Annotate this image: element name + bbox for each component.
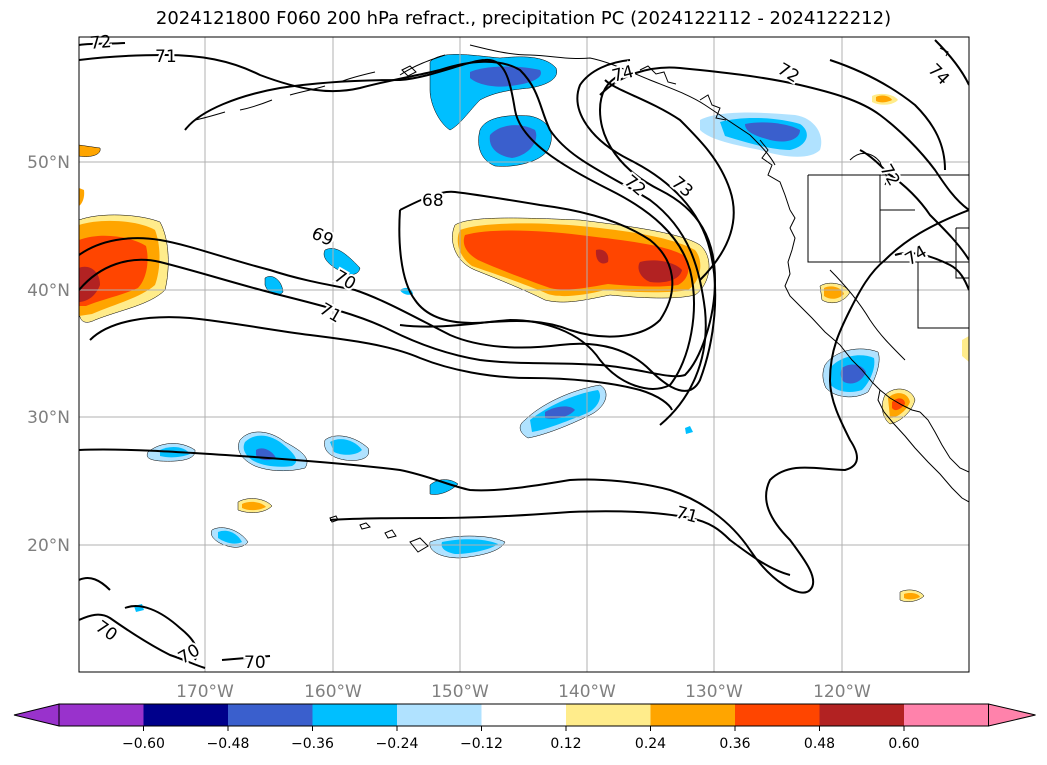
colorbar — [13, 703, 1036, 727]
colorbar-segment — [819, 704, 905, 726]
lon-label: 120°W — [813, 682, 871, 702]
colorbar-segment — [735, 704, 820, 726]
colorbar-extend-high — [988, 703, 1036, 727]
colorbar-segment — [312, 704, 398, 726]
graticule — [79, 37, 969, 672]
colorbar-segment — [397, 704, 482, 726]
lon-label: 170°W — [176, 682, 234, 702]
precipitation-fill — [79, 54, 969, 612]
colorbar-segment — [59, 704, 144, 726]
contour-label: 71 — [155, 47, 177, 67]
colorbar-outline — [58, 703, 989, 727]
lat-label: 40°N — [27, 281, 70, 301]
colorbar-tick-label: −0.24 — [376, 736, 419, 752]
colorbar-tick-label: 0.36 — [719, 736, 750, 752]
longitude-labels: 170°W 160°W 150°W 140°W 130°W 120°W — [176, 682, 871, 702]
colorbar-segment — [904, 704, 989, 726]
colorbar-segment — [566, 704, 651, 726]
latitude-labels: 50°N 40°N 30°N 20°N — [27, 153, 70, 556]
colorbar-tick-label: −0.48 — [207, 736, 250, 752]
map-frame — [78, 36, 970, 673]
colorbar-tick-label: −0.60 — [122, 736, 165, 752]
colorbar-tick-label: 0.48 — [804, 736, 835, 752]
colorbar-segment — [481, 704, 567, 726]
colorbar-tick-label: 0.12 — [550, 736, 581, 752]
lon-label: 160°W — [304, 682, 362, 702]
colorbar-segment — [650, 704, 736, 726]
coastlines — [194, 44, 969, 553]
map-title: 2024121800 F060 200 hPa refract., precip… — [155, 8, 892, 29]
colorbar-segment — [228, 704, 313, 726]
colorbar-extend-low — [13, 703, 60, 727]
contour-label: 70 — [244, 653, 266, 673]
colorbar-segment — [143, 704, 229, 726]
lon-label: 140°W — [558, 682, 616, 702]
colorbar-tick-label: 0.24 — [635, 736, 666, 752]
colorbar-tick-label: −0.12 — [460, 736, 503, 752]
lat-label: 20°N — [27, 536, 70, 556]
lon-label: 150°W — [431, 682, 489, 702]
lat-label: 50°N — [27, 153, 70, 173]
lat-label: 30°N — [27, 408, 70, 428]
colorbar-ticks: −0.60 −0.48 −0.36 −0.24 −0.12 0.12 0.24 0.36 0.4… — [122, 726, 920, 752]
refractivity-contours — [79, 39, 969, 669]
lon-label: 130°W — [685, 682, 743, 702]
colorbar-tick-label: 0.60 — [888, 736, 919, 752]
contour-label: 72 — [89, 32, 112, 54]
colorbar-tick-label: −0.36 — [291, 736, 334, 752]
contour-label: 68 — [422, 191, 444, 211]
